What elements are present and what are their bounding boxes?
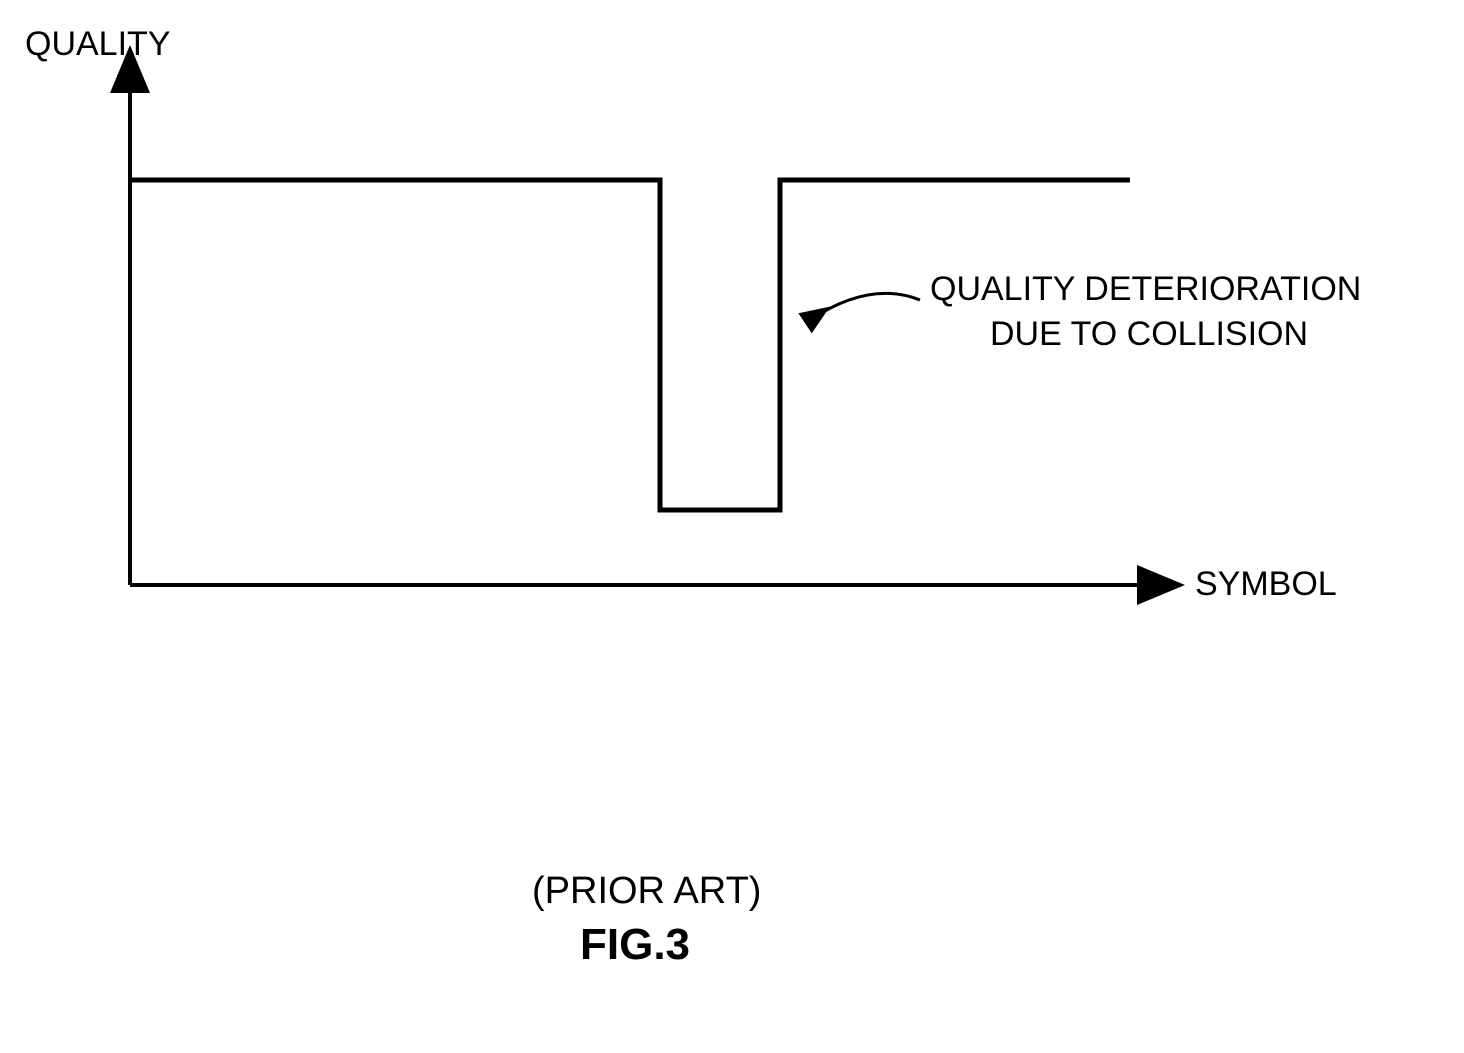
x-axis-label: SYMBOL [1195,565,1337,604]
caption-fig: FIG.3 [580,920,690,970]
annotation-line1: QUALITY DETERIORATION [930,270,1361,309]
caption-prior-art: (PRIOR ART) [532,870,761,913]
signal-line [130,180,1130,510]
callout-leader [810,293,920,320]
quality-symbol-chart: QUALITY SYMBOL QUALITY DETERIORATION DUE… [0,0,1464,1053]
annotation-line2: DUE TO COLLISION [990,315,1308,354]
y-axis-label: QUALITY [25,25,170,64]
